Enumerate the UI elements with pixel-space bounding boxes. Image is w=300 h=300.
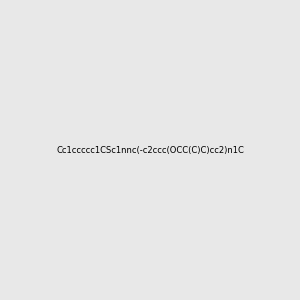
Text: Cc1ccccc1CSc1nnc(-c2ccc(OCC(C)C)cc2)n1C: Cc1ccccc1CSc1nnc(-c2ccc(OCC(C)C)cc2)n1C — [56, 146, 244, 154]
